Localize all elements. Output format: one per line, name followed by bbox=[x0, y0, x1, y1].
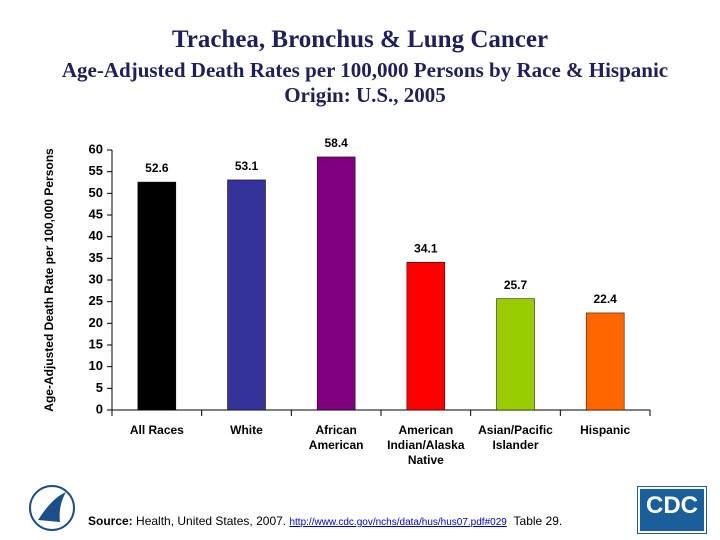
y-tick-label: 40 bbox=[89, 228, 103, 243]
y-tick-label: 10 bbox=[89, 358, 103, 373]
data-label: 34.1 bbox=[414, 241, 438, 255]
cdc-logo: CDC bbox=[637, 486, 707, 534]
source-text: Health, United States, 2007. bbox=[136, 514, 287, 528]
bar bbox=[496, 298, 535, 411]
data-label: 52.6 bbox=[145, 161, 169, 175]
x-tick-label: African American bbox=[308, 423, 364, 452]
data-label: 58.4 bbox=[324, 136, 348, 150]
x-tick-label: All Races bbox=[129, 423, 184, 437]
y-tick-label: 0 bbox=[96, 401, 103, 416]
chart-subtitle: Age-Adjusted Death Rates per 100,000 Per… bbox=[61, 58, 669, 107]
y-axis-label: Age-Adjusted Death Rate per 100,000 Pers… bbox=[42, 148, 56, 412]
bar bbox=[585, 312, 625, 411]
y-tick-label: 50 bbox=[89, 185, 103, 200]
y-tick-label: 20 bbox=[89, 315, 103, 330]
bar bbox=[316, 156, 356, 411]
y-tick-label: 35 bbox=[89, 250, 103, 265]
y-tick-label: 30 bbox=[89, 271, 103, 286]
source-link[interactable]: http://www.cdc.gov/nchs/data/hus/hus07.p… bbox=[289, 517, 507, 528]
source-table: Table 29. bbox=[513, 514, 563, 528]
y-tick-label: 5 bbox=[96, 380, 103, 395]
y-tick-label: 55 bbox=[89, 163, 103, 178]
data-label: 22.4 bbox=[593, 292, 617, 306]
hhs-logo bbox=[29, 485, 75, 531]
data-label: 25.7 bbox=[504, 278, 528, 292]
x-tick-label: Asian/Pacific Islander bbox=[478, 423, 553, 452]
footer: Source: Health, United States, 2007. htt… bbox=[88, 514, 562, 528]
y-tick-label: 15 bbox=[89, 336, 103, 351]
bar bbox=[137, 181, 177, 411]
bar bbox=[406, 261, 446, 411]
y-tick-label: 60 bbox=[89, 141, 103, 156]
data-label: 53.1 bbox=[235, 159, 259, 173]
x-tick-label: White bbox=[230, 423, 263, 437]
source-label: Source: bbox=[88, 514, 133, 528]
x-tick-label: American Indian/Alaska Native bbox=[387, 423, 465, 467]
y-tick-label: 45 bbox=[89, 206, 103, 221]
bar bbox=[227, 179, 266, 411]
chart-title: Trachea, Bronchus & Lung Cancer bbox=[171, 26, 549, 53]
x-tick-label: Hispanic bbox=[580, 423, 631, 437]
y-tick-label: 25 bbox=[89, 293, 103, 308]
